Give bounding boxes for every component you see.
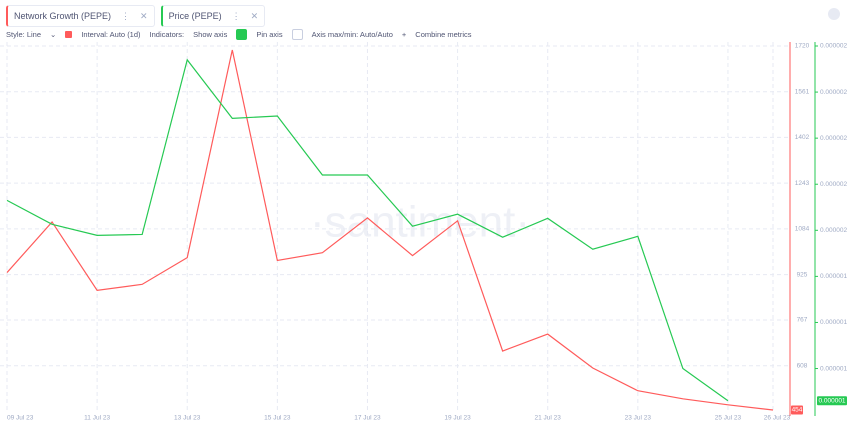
pin-axis-label: Pin axis (256, 30, 283, 39)
y-tick-label: 1720 (795, 43, 810, 50)
x-tick-label: 25 Jul 23 (715, 415, 742, 422)
y-tick-label: 1243 (795, 180, 810, 187)
y2-tick-label: 0.000002 (820, 227, 847, 234)
y-tick-label: 767 (797, 317, 808, 324)
y2-tick-label: 0.000002 (820, 181, 847, 188)
combine-button[interactable]: Combine metrics (415, 30, 472, 39)
pin-axis-checkbox[interactable] (291, 29, 303, 40)
indicators-select[interactable]: Indicators: (149, 30, 185, 39)
color-picker[interactable] (65, 31, 73, 38)
close-icon[interactable]: ✕ (250, 10, 259, 21)
y-tick-label: 1402 (795, 134, 810, 141)
y2-tick-label: 0.000002 (820, 43, 847, 50)
show-axis-checkbox[interactable] (236, 29, 248, 40)
y-tick-label: 925 (797, 271, 808, 278)
interval-select[interactable]: Interval: Auto (1d) (81, 30, 141, 39)
x-tick-label: 09 Jul 23 (7, 415, 34, 422)
plus-icon: + (401, 30, 407, 39)
close-icon[interactable]: ✕ (140, 10, 148, 21)
x-tick-label: 21 Jul 23 (535, 415, 562, 422)
x-tick-label: 23 Jul 23 (625, 415, 652, 422)
axis-minmax-select[interactable]: Axis max/min: Auto/Auto (311, 30, 393, 39)
watermark: ·santiment· (310, 198, 530, 247)
y2-tick-label: 0.000002 (820, 135, 847, 142)
toolbar: Style: Line ⌄ Interval: Auto (1d) Indicat… (6, 29, 472, 40)
style-select[interactable]: Style: Line (6, 30, 42, 39)
metric-tab[interactable]: Price (PEPE) ⋮ ✕ (160, 5, 266, 27)
y-tick-label: 1561 (795, 88, 810, 95)
y2-tick-label: 0.000002 (820, 89, 847, 96)
last-value-label: 0.000001 (818, 398, 845, 405)
x-tick-label: 17 Jul 23 (354, 415, 381, 422)
series-line (6, 49, 774, 411)
metric-tabs: Network Growth (PEPE) ⋮ ✕ Price (PEPE) ⋮ ✕ (6, 5, 266, 27)
chevron: ⌄ (50, 30, 57, 39)
last-value-badge (817, 396, 847, 406)
y2-tick-label: 0.000001 (820, 319, 847, 326)
x-tick-label: 13 Jul 23 (174, 415, 201, 422)
x-tick-label: 15 Jul 23 (264, 415, 291, 422)
x-tick-label: 11 Jul 23 (84, 415, 110, 422)
settings-button[interactable] (828, 8, 840, 20)
tab-label: Price (PEPE) (168, 11, 222, 21)
menu-icon[interactable]: ⋮ (121, 10, 131, 21)
y2-tick-label: 0.000001 (820, 273, 847, 280)
tab-label: Network Growth (PEPE) (14, 11, 112, 21)
last-value-label: 454 (792, 407, 803, 414)
metric-tab[interactable]: Network Growth (PEPE) ⋮ ✕ (6, 5, 155, 27)
last-value-badge (791, 405, 803, 415)
y-tick-label: 1084 (795, 226, 810, 233)
x-tick-label: 26 Jul 23 (764, 415, 791, 422)
show-axis-label: Show axis (193, 30, 228, 39)
series-line (6, 58, 729, 402)
y2-tick-label: 0.000001 (820, 365, 847, 372)
y-tick-label: 608 (797, 362, 808, 369)
menu-icon[interactable]: ⋮ (231, 10, 241, 21)
x-tick-label: 19 Jul 23 (444, 415, 471, 422)
